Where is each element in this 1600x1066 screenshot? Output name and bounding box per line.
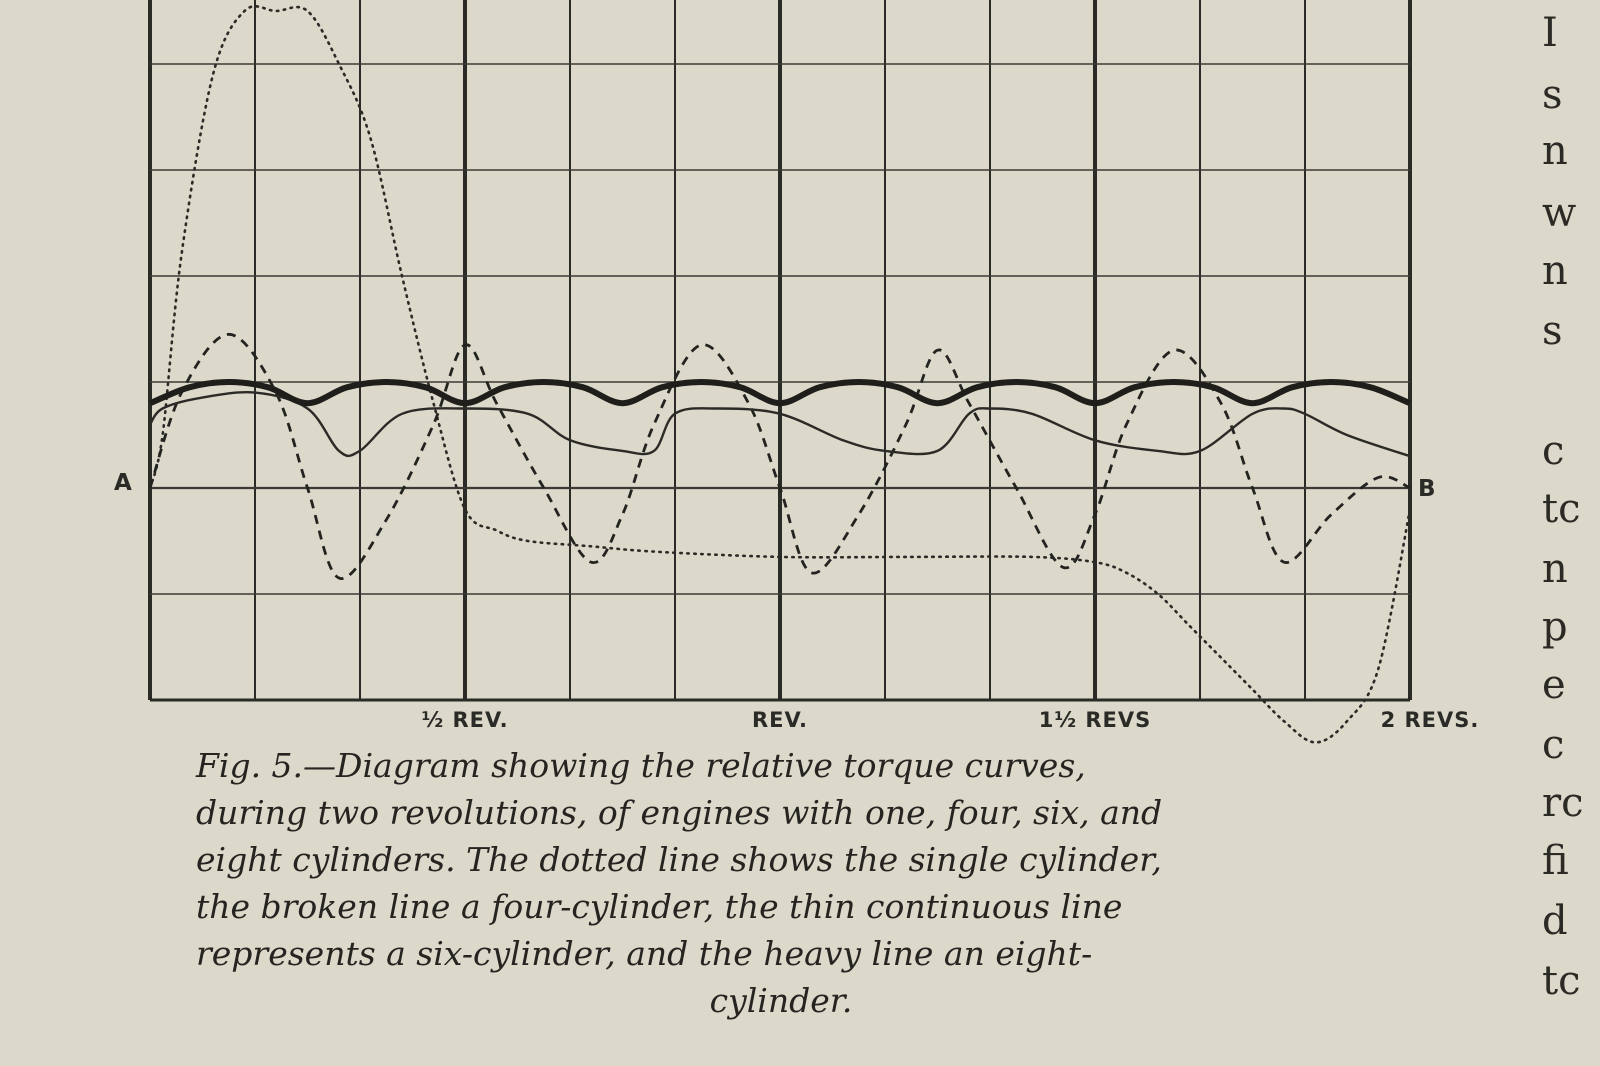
margin-letter: e — [1542, 662, 1566, 708]
caption-line: during two revolutions, of engines with … — [196, 793, 1163, 832]
caption-line: Fig. 5.—Diagram showing the relative tor… — [196, 746, 1086, 785]
margin-letter: n — [1542, 546, 1568, 592]
margin-letter: s — [1542, 72, 1563, 118]
series-line-1-cylinder — [148, 5, 1412, 744]
endpoint-label-b: B — [1418, 476, 1436, 502]
x-tick-label: REV. — [752, 708, 808, 732]
margin-letter: I — [1542, 10, 1558, 56]
margin-letter: n — [1542, 248, 1568, 294]
figure-caption: Fig. 5.—Diagram showing the relative tor… — [196, 742, 1366, 1024]
margin-letter: tc — [1542, 486, 1581, 532]
margin-letter: fi — [1542, 838, 1569, 884]
series-line-6-cylinder — [148, 391, 1411, 458]
x-tick-label: 2 REVS. — [1381, 708, 1480, 732]
x-axis-ticks: ½ REV. REV. 1½ REVS 2 REVS. — [421, 708, 1480, 732]
x-tick-label: ½ REV. — [421, 708, 508, 732]
margin-letter: d — [1542, 898, 1568, 944]
caption-line: eight cylinders. The dotted line shows t… — [196, 840, 1162, 879]
caption-line: represents a six-cylinder, and the heavy… — [196, 934, 1093, 973]
margin-letter: n — [1542, 128, 1568, 174]
margin-letter: c — [1542, 722, 1565, 768]
chart-grid — [148, 0, 1412, 702]
margin-letter: rc — [1542, 780, 1584, 826]
caption-line: the broken line a four-cylinder, the thi… — [196, 887, 1123, 926]
chart-series-group — [148, 5, 1412, 744]
x-tick-label: 1½ REVS — [1039, 708, 1152, 732]
series-line-8-cylinder — [148, 379, 1412, 407]
caption-line: cylinder. — [709, 981, 853, 1020]
margin-letter: tc — [1542, 958, 1581, 1004]
margin-letter: c — [1542, 428, 1565, 474]
series-line-4-cylinder — [148, 332, 1411, 580]
endpoint-label-a: A — [114, 470, 132, 496]
margin-letter: s — [1542, 308, 1563, 354]
margin-letter: p — [1542, 604, 1568, 650]
margin-letter: w — [1542, 190, 1577, 236]
